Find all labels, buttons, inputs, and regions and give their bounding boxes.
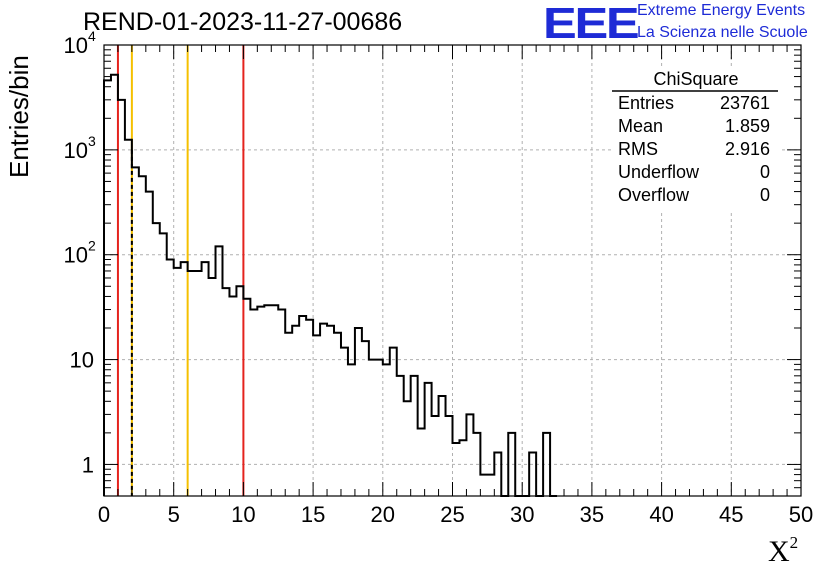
logo-subtitle-2: La Scienza nelle Scuole <box>637 24 808 41</box>
x-tick-label: 45 <box>719 502 743 527</box>
stats-row-value: 23761 <box>720 93 770 113</box>
stats-box-background <box>612 68 780 213</box>
logo-subtitle-1: Extreme Energy Events <box>637 2 806 19</box>
x-tick-label: 5 <box>168 502 180 527</box>
x-tick-label: 20 <box>371 502 395 527</box>
x-tick-label: 25 <box>440 502 464 527</box>
stats-row-value: 1.859 <box>725 116 770 136</box>
plot-title: REND-01-2023-11-27-00686 <box>83 8 403 36</box>
y-tick-exponent: 3 <box>88 133 96 149</box>
eee-logo-text: EEE <box>543 0 640 48</box>
stats-row-label: Entries <box>618 93 674 113</box>
y-tick-label: 10 <box>70 348 94 373</box>
x-axis-label: X2 <box>768 533 799 569</box>
y-tick-exponent: 2 <box>88 238 96 254</box>
stats-box: ChiSquare Entries 23761 Mean 1.859 RMS 2.916 Un… <box>612 68 780 213</box>
x-tick-label: 10 <box>231 502 255 527</box>
y-tick-exponent: 4 <box>88 28 96 44</box>
threshold-lines <box>116 45 245 496</box>
y-tick-label: 10 <box>64 138 88 163</box>
y-tick-label: 1 <box>82 452 94 477</box>
stats-row-label: RMS <box>618 139 658 159</box>
stats-row-value: 2.916 <box>725 139 770 159</box>
stats-row-value: 0 <box>760 162 770 182</box>
y-tick-label: 10 <box>64 243 88 268</box>
x-tick-label: 15 <box>301 502 325 527</box>
histogram-outline <box>103 73 558 497</box>
x-axis-label-base: X <box>768 535 790 568</box>
eee-logo: EEE <box>543 2 640 46</box>
stats-row-label: Underflow <box>618 162 700 182</box>
x-tick-label: 30 <box>510 502 534 527</box>
y-axis-label: Entries/bin <box>4 55 34 178</box>
axis-ticks <box>103 44 802 497</box>
stats-row-label: Mean <box>618 116 663 136</box>
histogram-bars <box>103 73 558 497</box>
grid-lines <box>104 45 801 496</box>
x-tick-label: 35 <box>580 502 604 527</box>
stats-row-label: Overflow <box>618 185 690 205</box>
stats-row-value: 0 <box>760 185 770 205</box>
x-axis-label-exponent: 2 <box>789 533 799 552</box>
stats-box-title: ChiSquare <box>653 69 738 89</box>
y-tick-label: 10 <box>64 33 88 58</box>
x-tick-label: 0 <box>98 502 110 527</box>
x-tick-label: 40 <box>649 502 673 527</box>
x-tick-label: 50 <box>789 502 813 527</box>
